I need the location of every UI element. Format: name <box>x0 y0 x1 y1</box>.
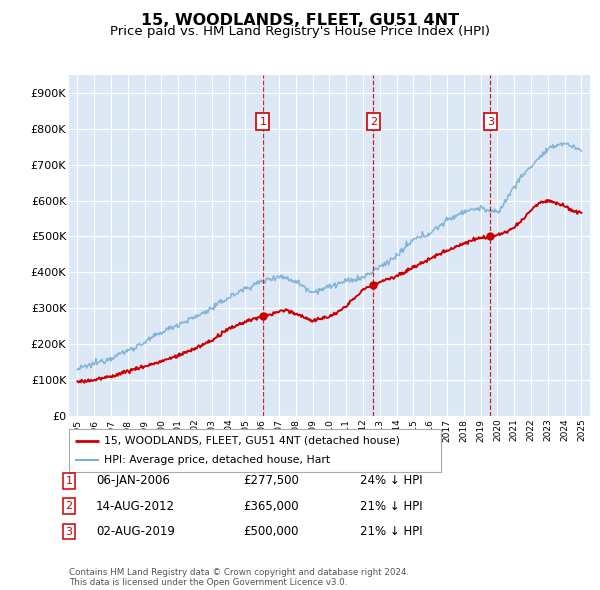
Text: £365,000: £365,000 <box>243 500 299 513</box>
Text: 21% ↓ HPI: 21% ↓ HPI <box>360 525 422 538</box>
Text: 06-JAN-2006: 06-JAN-2006 <box>96 474 170 487</box>
Text: £500,000: £500,000 <box>243 525 299 538</box>
Text: 24% ↓ HPI: 24% ↓ HPI <box>360 474 422 487</box>
Text: Contains HM Land Registry data © Crown copyright and database right 2024.
This d: Contains HM Land Registry data © Crown c… <box>69 568 409 587</box>
Text: 02-AUG-2019: 02-AUG-2019 <box>96 525 175 538</box>
Text: 15, WOODLANDS, FLEET, GU51 4NT (detached house): 15, WOODLANDS, FLEET, GU51 4NT (detached… <box>104 435 400 445</box>
Text: 15, WOODLANDS, FLEET, GU51 4NT: 15, WOODLANDS, FLEET, GU51 4NT <box>141 13 459 28</box>
Text: 2: 2 <box>65 502 73 511</box>
Text: 1: 1 <box>259 117 266 127</box>
Text: 21% ↓ HPI: 21% ↓ HPI <box>360 500 422 513</box>
Text: 3: 3 <box>65 527 73 536</box>
Text: 3: 3 <box>487 117 494 127</box>
Text: 14-AUG-2012: 14-AUG-2012 <box>96 500 175 513</box>
Text: 2: 2 <box>370 117 377 127</box>
Text: 1: 1 <box>65 476 73 486</box>
Text: Price paid vs. HM Land Registry's House Price Index (HPI): Price paid vs. HM Land Registry's House … <box>110 25 490 38</box>
Text: HPI: Average price, detached house, Hart: HPI: Average price, detached house, Hart <box>104 454 331 464</box>
Text: £277,500: £277,500 <box>243 474 299 487</box>
